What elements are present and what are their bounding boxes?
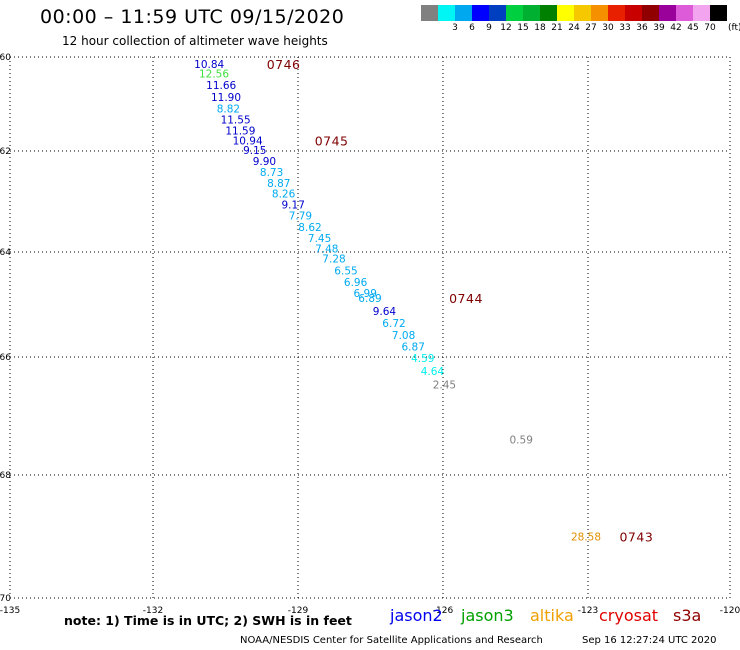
legend-tick-label: 6 [469, 23, 475, 33]
map-subtitle: 12 hour collection of altimeter wave hei… [62, 34, 328, 48]
legend-tick-label: 24 [568, 23, 580, 33]
legend-tick-label: 3 [452, 23, 458, 33]
wave-height-label: 7.28 [322, 253, 345, 265]
sat-jason3: jason3 [461, 606, 514, 625]
legend-tick-label: 15 [517, 23, 529, 33]
legend-tick-label: 21 [551, 23, 563, 33]
color-legend [421, 5, 727, 21]
legend-swatch [642, 5, 659, 21]
legend-swatch [710, 5, 727, 21]
wave-height-label: 11.90 [211, 92, 241, 104]
map-title: 00:00 – 11:59 UTC 09/15/2020 [40, 6, 345, 28]
wave-height-label: 4.59 [411, 353, 434, 365]
legend-swatch [608, 5, 625, 21]
legend-tick-label: 12 [500, 23, 512, 33]
wave-height-label: 7.45 [308, 233, 331, 245]
legend-tick-label: 27 [585, 23, 597, 33]
wave-height-label: 10.84 [194, 59, 224, 71]
lat-tick-label: -62 [0, 147, 11, 157]
wave-height-label: 8.82 [217, 104, 240, 116]
legend-tick-label: 70 [704, 23, 716, 33]
legend-swatch [489, 5, 506, 21]
legend-tick-label: 9 [486, 23, 492, 33]
wave-height-label: 10.94 [233, 136, 263, 148]
legend-swatch [506, 5, 523, 21]
legend-swatch [625, 5, 642, 21]
wave-height-label: 0.59 [510, 435, 533, 447]
wave-height-label: 4.64 [421, 366, 445, 378]
wave-height-label: 9.15 [243, 145, 266, 157]
sat-s3a: s3a [673, 606, 702, 625]
wave-height-label: 9.17 [282, 200, 305, 212]
wave-height-label: 6.96 [344, 277, 368, 289]
legend-tick-label: 33 [619, 23, 631, 33]
legend-swatch [438, 5, 455, 21]
pass-time-label: 0743 [619, 530, 653, 545]
lat-tick-label: -66 [0, 353, 11, 363]
lat-tick-label: -68 [0, 471, 11, 481]
wave-height-label: 8.26 [272, 188, 296, 200]
wave-height-label: 6.87 [402, 342, 425, 354]
legend-tick-label: 42 [670, 23, 682, 33]
wave-height-label: 11.59 [225, 125, 255, 137]
legend-swatch [523, 5, 540, 21]
wave-height-label: 6.55 [334, 265, 357, 277]
lat-tick-label: -60 [0, 53, 11, 63]
pass-time-label: 0746 [267, 57, 301, 72]
note-text: note: 1) Time is in UTC; 2) SWH is in fe… [64, 613, 352, 628]
credit-text: NOAA/NESDIS Center for Satellite Applica… [240, 635, 543, 646]
wave-height-label: 2.45 [433, 380, 456, 392]
pass-time-label: 0744 [449, 291, 483, 306]
sat-altika: altika [530, 606, 574, 625]
wave-height-label: 6.99 [354, 288, 377, 300]
legend-tick-label: 45 [687, 23, 699, 33]
legend-tick-label: 39 [653, 23, 665, 33]
wave-height-label: 8.73 [260, 167, 283, 179]
wave-height-label: 11.55 [221, 115, 251, 127]
wave-height-label: 8.87 [267, 178, 290, 190]
legend-tick-label: 18 [534, 23, 546, 33]
lon-tick-label: -120 [720, 606, 740, 616]
wave-height-label: 12.56 [199, 68, 229, 80]
lat-tick-label: -70 [0, 594, 11, 604]
legend-swatch [659, 5, 676, 21]
legend-swatch [472, 5, 489, 21]
lon-tick-label: -129 [288, 606, 309, 616]
wave-height-label: 7.79 [289, 211, 312, 223]
lat-tick-label: -64 [0, 248, 11, 258]
legend-swatch [421, 5, 438, 21]
legend-swatch [676, 5, 693, 21]
legend-swatch [557, 5, 574, 21]
timestamp: Sep 16 12:27:24 UTC 2020 [582, 635, 717, 646]
sat-cryosat: cryosat [599, 606, 659, 625]
legend-tick-label: 36 [636, 23, 648, 33]
wave-height-label: 6.72 [382, 318, 405, 330]
wave-height-label: 7.08 [392, 330, 415, 342]
lon-tick-label: -135 [0, 606, 20, 616]
legend-swatch [591, 5, 608, 21]
legend-swatch [693, 5, 710, 21]
wave-height-label: 9.90 [253, 156, 276, 168]
wave-height-label: 7.48 [315, 243, 338, 255]
lon-tick-label: -126 [433, 606, 454, 616]
legend-swatch [574, 5, 591, 21]
lon-tick-label: -132 [143, 606, 163, 616]
wave-height-label: 8.62 [298, 222, 321, 234]
legend-swatch [540, 5, 557, 21]
legend-swatch [455, 5, 472, 21]
lon-tick-label: -123 [578, 606, 598, 616]
wave-height-label: 28.58 [571, 532, 601, 544]
sat-jason2: jason2 [390, 606, 443, 625]
legend-units: (ft) [728, 23, 740, 33]
wave-height-label: 9.64 [373, 306, 397, 318]
wave-height-label: 11.66 [206, 80, 236, 92]
pass-time-label: 0745 [315, 134, 349, 149]
wave-height-label: 6.89 [358, 293, 381, 305]
legend-tick-label: 30 [602, 23, 614, 33]
